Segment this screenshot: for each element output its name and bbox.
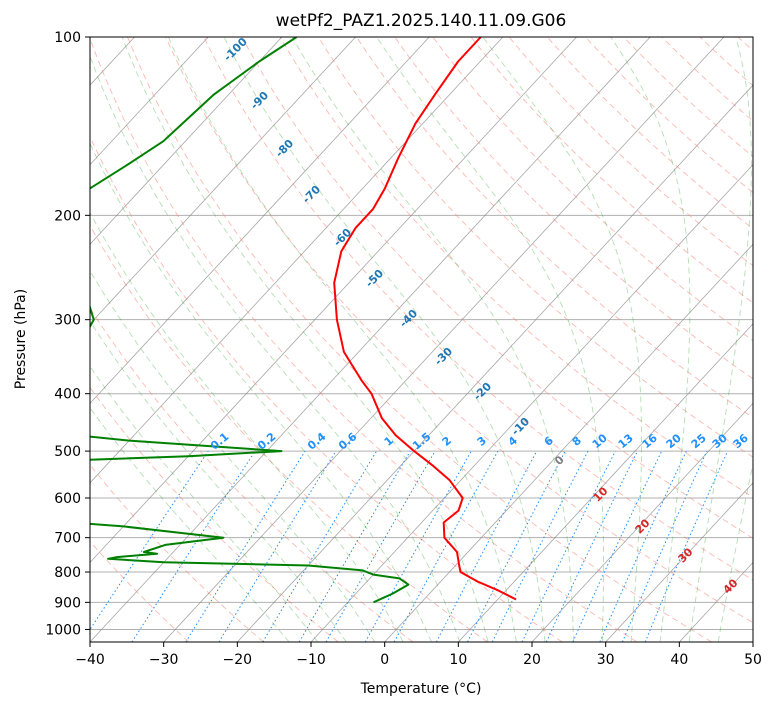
dry-adiabat-line (356, 37, 753, 419)
mixing-ratio-line (364, 450, 472, 642)
y-tick-label: 800 (54, 565, 81, 581)
x-tick-label: −40 (75, 652, 105, 668)
mixing-ratio-line (218, 450, 337, 642)
x-axis: −40 −30 −20 −10 0 10 20 30 40 50 (75, 642, 762, 668)
dry-adiabat-line (623, 37, 753, 158)
isotherm-line (384, 243, 753, 642)
x-tick-label: −30 (149, 652, 179, 668)
mixing-ratio-line (185, 450, 306, 642)
dry-adiabat-line (585, 37, 753, 194)
moist-adiabat-line (90, 407, 290, 642)
moist-adiabat-line (223, 37, 546, 642)
dry-adiabat-line (279, 37, 753, 498)
y-axis-title: Pressure (hPa) (13, 289, 29, 389)
moist-adiabat-line (717, 461, 753, 642)
mixing-ratio-line (644, 450, 729, 642)
x-tick-label: −20 (223, 652, 253, 668)
moist-adiabat-line (90, 269, 376, 642)
mixing-ratio-line (325, 450, 436, 642)
x-tick-label: −10 (296, 652, 326, 668)
temperature-profile-line (333, 37, 517, 601)
isotherm-line (237, 84, 753, 642)
x-axis-title: Temperature (°C) (360, 681, 482, 697)
moist-adiabat-line (90, 55, 461, 642)
plot-area-background (90, 37, 753, 642)
chart-title: wetPf2_PAZ1.2025.140.11.09.G06 (276, 11, 567, 31)
isotherm-line (0, 37, 61, 642)
isotherm-line (90, 37, 209, 166)
isotherm-line (90, 37, 577, 564)
mixing-ratio-line (262, 450, 378, 642)
dry-adiabat-line (203, 37, 753, 581)
mixing-ratio-line (131, 450, 256, 642)
dry-adiabat-line (241, 37, 753, 539)
dry-adiabat-line (90, 135, 563, 642)
y-tick-label: 300 (54, 313, 81, 329)
dry-adiabat-line (90, 386, 339, 642)
isotherm-line (90, 37, 430, 404)
y-tick-label: 900 (54, 595, 81, 611)
y-tick-label: 500 (54, 444, 81, 460)
moist-adiabat-line (482, 37, 642, 642)
isotherm-line (90, 37, 356, 325)
moist-adiabat-line (121, 37, 489, 642)
moist-adiabat-line (376, 37, 605, 642)
y-tick-label: 700 (54, 531, 81, 547)
y-tick-label: 600 (54, 491, 81, 507)
y-axis: 100 200 300 400 500 600 700 800 900 1000 (45, 30, 90, 638)
x-tick-label: 20 (523, 652, 541, 668)
dry-adiabat-line (165, 37, 753, 624)
moist-adiabat-line (291, 37, 575, 642)
isotherm-line (605, 482, 753, 642)
x-tick-label: 0 (380, 652, 389, 668)
moist-adiabat-line (90, 142, 432, 642)
y-tick-label: 400 (54, 387, 81, 403)
mixing-ratio-line (545, 450, 638, 642)
mixing-ratio-line (572, 450, 663, 642)
mixing-ratio-line (393, 450, 499, 642)
moist-adiabat-line (90, 365, 319, 642)
dry-adiabat-line (127, 37, 712, 642)
y-tick-label: 200 (54, 208, 81, 224)
dry-adiabat-line (470, 37, 753, 304)
mixing-ratio-line (521, 450, 616, 642)
dry-adiabat-line (318, 37, 753, 458)
moist-adiabat-line (610, 37, 691, 642)
y-tick-label: 100 (54, 30, 81, 46)
isotherm-line (163, 37, 725, 642)
mixing-ratio-line (298, 450, 411, 642)
plot-frame (89, 36, 754, 643)
moist-adiabat-line (167, 37, 517, 642)
mixing-ratio-line (599, 450, 687, 642)
isotherm-line (90, 37, 283, 245)
x-tick-label: 30 (597, 652, 615, 668)
y-tick-label: 1000 (45, 622, 81, 638)
isotherm-line (90, 37, 504, 484)
isotherm-line (531, 402, 753, 642)
dry-adiabat-line (432, 37, 753, 342)
isotherm-line (752, 641, 753, 642)
dewpoint-profile-line (90, 37, 410, 604)
isotherm-line (458, 323, 753, 642)
moist-adiabat-line (90, 211, 404, 642)
x-tick-label: 40 (670, 652, 688, 668)
moist-adiabat-line (688, 37, 752, 642)
x-tick-label: 10 (449, 652, 467, 668)
x-tick-label: 50 (744, 652, 762, 668)
isotherm-line (90, 37, 651, 642)
dry-adiabat-line (90, 37, 638, 642)
plot-content (0, 37, 753, 642)
